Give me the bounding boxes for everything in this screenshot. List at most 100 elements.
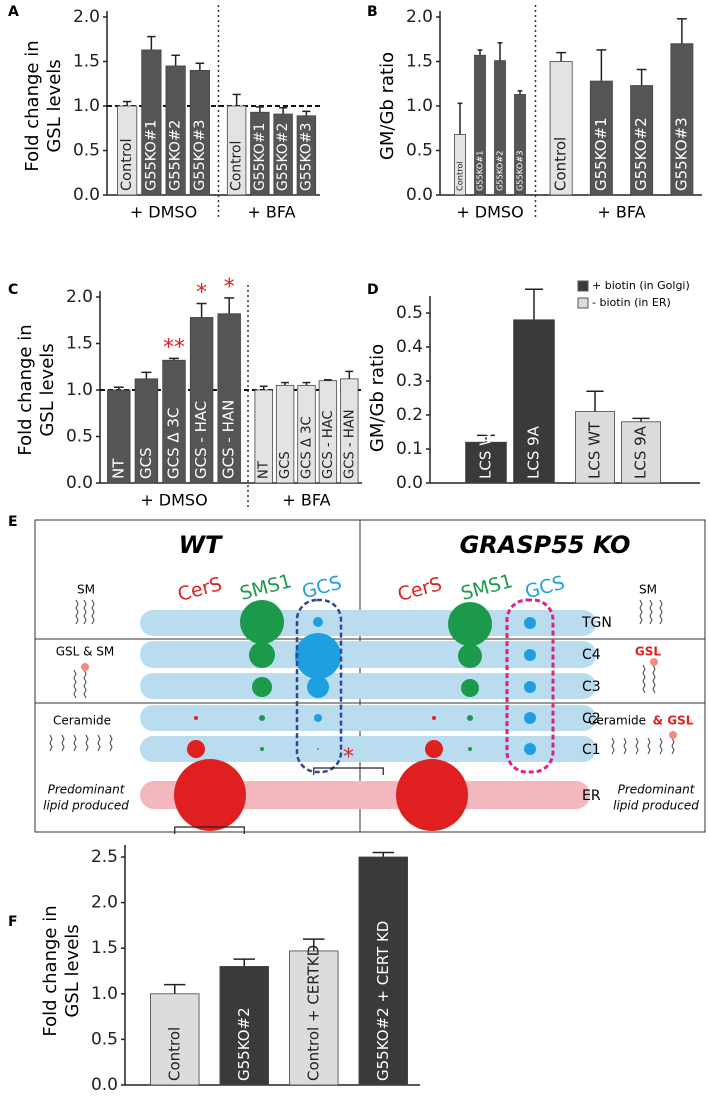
bar <box>141 49 162 196</box>
y-axis-label: Fold change in <box>15 324 36 455</box>
enzyme: CerS <box>175 573 224 606</box>
y-tick-label: 1.0 <box>406 96 433 116</box>
panel-letter: D <box>367 282 379 298</box>
gcs-box <box>295 598 343 774</box>
group-label: + BFA <box>282 491 330 510</box>
bar-label: GCS <box>137 447 155 479</box>
bar-label: LCS WT <box>586 421 604 479</box>
y-tick-label: 1.0 <box>66 380 93 400</box>
bar-label: G55KO#2 + CERT KD <box>374 921 392 1081</box>
legend-label: + biotin (in Golgi) <box>592 279 690 292</box>
bar <box>217 313 241 484</box>
bar <box>254 389 273 484</box>
bar-label: G55KO#2 <box>632 117 650 191</box>
significance: * <box>204 804 215 829</box>
panel-letter: C <box>8 282 18 298</box>
bar <box>107 389 131 484</box>
y-tick-label: 0.0 <box>73 185 100 205</box>
y-tick-label: 0.3 <box>396 371 423 391</box>
lipid-icon <box>49 734 113 752</box>
legend-swatch <box>577 297 589 309</box>
bar <box>297 384 316 484</box>
footer: lipid produced <box>613 799 699 813</box>
legend-swatch <box>577 280 589 292</box>
bar <box>273 113 293 196</box>
bar <box>117 105 138 196</box>
y-tick-label: 0.0 <box>91 1075 118 1095</box>
y-tick-label: 2.0 <box>66 287 93 307</box>
y-tick-label: 0.0 <box>66 473 93 493</box>
bar-label: Control + CERTKD <box>304 945 322 1081</box>
bar <box>494 60 506 196</box>
bar <box>250 111 270 196</box>
lipid-label: GSL <box>635 645 661 659</box>
head-group <box>650 658 658 666</box>
y-tick-label: 2.0 <box>91 893 118 913</box>
y-tick-label: 0.2 <box>396 405 423 425</box>
bar-label: G55KO#3 <box>191 120 208 191</box>
y-tick-label: 0.5 <box>73 141 100 161</box>
compartment: C3 <box>582 679 601 695</box>
bar-label: G55KO#2 <box>495 150 505 191</box>
bar <box>474 54 486 196</box>
bar <box>340 378 359 484</box>
bar <box>465 441 507 484</box>
bar-label: Control <box>455 161 465 191</box>
bar <box>219 966 269 1086</box>
circle <box>524 712 536 724</box>
circle <box>461 679 479 697</box>
lipid-label: GSL & SM <box>56 645 115 659</box>
group-label: + DMSO <box>140 491 207 510</box>
bar-label: G55KO#2 <box>167 120 184 191</box>
bar-label: Control <box>552 137 570 191</box>
bar-label: NT <box>109 458 127 479</box>
bar-label: LCS WT <box>477 421 495 479</box>
bar-label: GCS - HAN <box>342 409 357 479</box>
bar-label: G55KO#1 <box>142 120 159 191</box>
bar-label: G55KO#2 <box>235 1007 253 1081</box>
band <box>140 705 596 731</box>
significance: * <box>224 275 235 300</box>
circle <box>524 649 536 661</box>
lipid-icon <box>611 737 675 755</box>
circle <box>187 740 205 758</box>
bar <box>150 993 200 1086</box>
bar <box>589 80 613 196</box>
bar-label: GCS Δ 3C <box>300 416 315 479</box>
circle <box>432 716 436 720</box>
bar-label: GCS - HAC <box>192 401 210 479</box>
title: GRASP55 KO <box>460 531 631 559</box>
circle <box>524 617 536 629</box>
compartment: C4 <box>582 647 601 663</box>
y-tick-label: 2.0 <box>73 7 100 27</box>
lipid-label: & GSL <box>653 714 694 728</box>
bar-label: GCS - HAN <box>220 400 238 479</box>
bar <box>670 43 694 196</box>
y-axis-label: GM/Gb ratio <box>367 344 388 452</box>
enzyme: GCS <box>300 572 344 604</box>
y-axis-label: GSL levels <box>44 59 65 152</box>
y-axis-label: GSL levels <box>37 343 58 436</box>
bar <box>630 85 654 196</box>
circle <box>524 681 536 693</box>
bar-label: NT <box>257 460 272 479</box>
bar-label: G55KO#3 <box>515 150 525 191</box>
lipid-label: Ceramide <box>53 714 111 728</box>
circle <box>295 633 341 679</box>
bar <box>513 319 555 484</box>
bar <box>162 359 186 484</box>
y-tick-label: 1.0 <box>73 96 100 116</box>
circle <box>252 677 272 697</box>
circles <box>174 600 536 831</box>
y-axis-label: GSL levels <box>62 924 83 1017</box>
diagram: E WT GRASP55 KO TGN C4 C3 C2 C1 ER CerS … <box>8 514 706 833</box>
y-tick-label: 0.5 <box>406 141 433 161</box>
y-tick-label: 2.0 <box>406 7 433 27</box>
circle <box>260 747 264 751</box>
band <box>140 781 590 809</box>
y-tick-label: 1.5 <box>66 334 93 354</box>
circle <box>307 676 329 698</box>
circle <box>259 715 265 721</box>
bar-label: GCS <box>278 451 293 479</box>
